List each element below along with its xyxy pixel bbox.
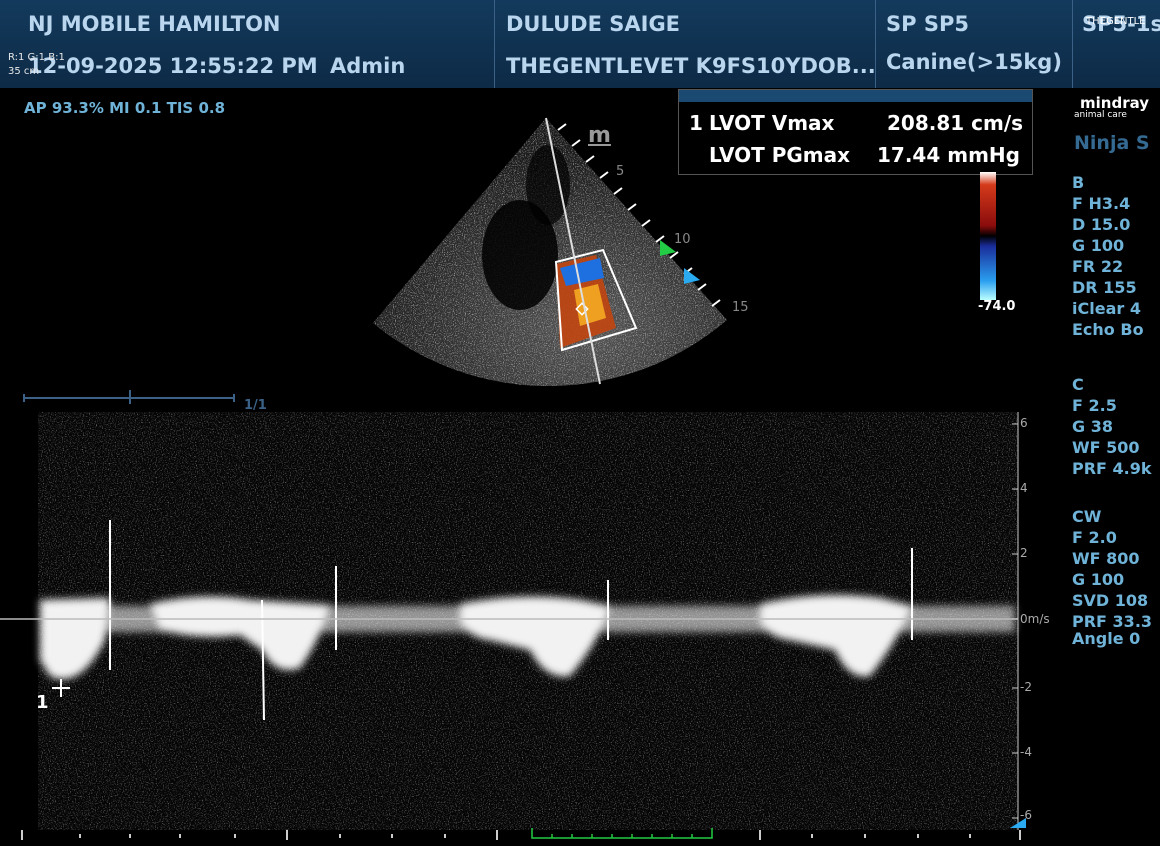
param-item: G 100: [1072, 236, 1125, 255]
acoustic-output: AP 93.3% MI 0.1 TIS 0.8: [24, 99, 226, 117]
species-preset: Canine(>15kg): [886, 50, 1062, 74]
b-mode-params: B F H3.4 D 15.0 G 100 FR 22 DR 155 iClea…: [1072, 172, 1144, 340]
cw-mode-title: CW: [1072, 507, 1102, 526]
exam-preset: SP SP5: [886, 12, 969, 36]
param-item: iClear 4: [1072, 299, 1141, 318]
velocity-tick-label: -6: [1020, 808, 1032, 822]
param-item: WF 800: [1072, 549, 1140, 568]
param-item: DR 155: [1072, 278, 1137, 297]
frame-counter: 1/1: [244, 398, 267, 413]
caliper-label: 1: [36, 692, 49, 713]
measurement-results-box: 1 LVOT Vmax 208.81 cm/s LVOT PGmax 17.44…: [678, 89, 1033, 175]
cine-scroll-bar[interactable]: [23, 390, 235, 404]
rgb-overlay: R:1 G:1 B:1: [8, 52, 65, 63]
cine-segment-marker[interactable]: [531, 828, 713, 839]
color-mode-title: C: [1072, 375, 1084, 394]
param-item: G 100: [1072, 570, 1125, 589]
velocity-tick-label: 2: [1020, 546, 1028, 560]
measurement-value: 17.44 mmHg: [877, 143, 1020, 167]
valve-click-artifacts: [109, 520, 913, 721]
velocity-tick-label: -2: [1020, 680, 1032, 694]
depth-overlay: 35 cm: [8, 66, 40, 77]
measurement-label: LVOT Vmax: [709, 111, 835, 135]
header-separator: [494, 0, 495, 88]
param-item: PRF 33.3: [1072, 612, 1153, 631]
corner-tag: THEGENTLE: [1086, 16, 1146, 27]
param-item: PRF 4.9k: [1072, 459, 1152, 478]
time-axis-ticks: [21, 830, 1021, 840]
focus-marker-blue: [684, 268, 700, 284]
header-separator: [875, 0, 876, 88]
scale-marker: [1010, 818, 1026, 828]
depth-label-5: 5: [616, 164, 625, 179]
header-separator: [1072, 0, 1073, 88]
probe-name: SP5-1s: [1082, 12, 1160, 36]
color-mode-params: C F 2.5 G 38 WF 500 PRF 4.9k: [1072, 374, 1152, 479]
velocity-tick-label: 0m/s: [1020, 612, 1050, 626]
color-velocity-bar: [980, 172, 996, 300]
depth-label-15: 15: [732, 300, 749, 315]
measurement-index: 1: [689, 111, 703, 135]
measurement-box-titlebar: [679, 90, 1032, 102]
color-doppler-roi[interactable]: [554, 248, 638, 352]
exam-datetime: 12-09-2025 12:55:22 PM: [28, 54, 318, 78]
doppler-cursor-line[interactable]: [545, 117, 601, 385]
doppler-spectrum[interactable]: [38, 412, 1018, 830]
brand-subtitle: animal care: [1074, 110, 1127, 120]
param-item: Angle 0: [1072, 629, 1141, 648]
param-item: FR 22: [1072, 257, 1124, 276]
focus-marker-green: [660, 240, 676, 256]
patient-id: THEGENTLEVET K9FS10YDOB...: [506, 54, 876, 78]
b-mode-title: B: [1072, 173, 1085, 192]
measurement-label: LVOT PGmax: [709, 143, 851, 167]
param-item: G 38: [1072, 417, 1113, 436]
velocity-tick-label: 4: [1020, 481, 1028, 495]
param-item: D 15.0: [1072, 215, 1131, 234]
measurement-value: 208.81 cm/s: [887, 111, 1024, 135]
m-mark: m: [588, 123, 611, 148]
param-item: Echo Bo: [1072, 320, 1144, 339]
clinic-name: NJ MOBILE HAMILTON: [28, 12, 281, 36]
param-item: F 2.0: [1072, 528, 1117, 547]
patient-name: DULUDE SAIGE: [506, 12, 681, 36]
velocity-tick-label: -4: [1020, 745, 1032, 759]
velocity-scale-ticks: [1012, 412, 1019, 830]
param-item: F 2.5: [1072, 396, 1117, 415]
depth-label-10: 10: [674, 232, 691, 247]
measurement-caliper[interactable]: [52, 679, 70, 697]
exam-type-label: Ninja S: [1074, 132, 1150, 154]
velocity-tick-label: 6: [1020, 416, 1028, 430]
header-bar: NJ MOBILE HAMILTON 12-09-2025 12:55:22 P…: [0, 0, 1160, 88]
operator-name: Admin: [330, 54, 406, 78]
cw-mode-params: CW F 2.0 WF 800 G 100 SVD 108 PRF 33.3 A…: [1072, 506, 1153, 648]
spectral-envelopes: [40, 595, 1015, 680]
param-item: WF 500: [1072, 438, 1140, 457]
param-item: F H3.4: [1072, 194, 1131, 213]
color-scale-min: -74.0: [978, 299, 1016, 314]
brand-logo: mindray: [1080, 94, 1150, 112]
param-item: SVD 108: [1072, 591, 1149, 610]
